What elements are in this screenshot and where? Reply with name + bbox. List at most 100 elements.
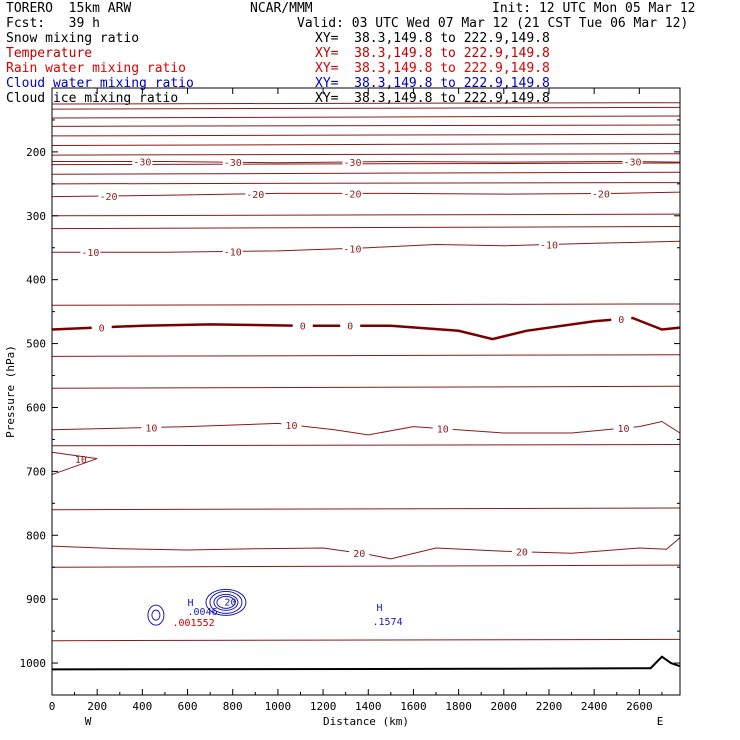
- cloud-water-contour: [205, 588, 247, 616]
- isotherm-label: 0: [618, 315, 624, 326]
- background-contour-line: [51, 133, 681, 137]
- background-contour-line: [51, 226, 681, 230]
- legend-field-name: Cloud water mixing ratio: [6, 76, 194, 91]
- x-axis-title: Distance (km): [323, 715, 409, 728]
- legend-field-xy: XY= 38.3,149.8 to 222.9,149.8: [315, 91, 550, 106]
- y-tick-label: 700: [26, 465, 46, 478]
- isotherm-label-bg: [538, 239, 559, 250]
- isotherm-label-bg: [98, 190, 119, 201]
- isotherm-label: -10: [343, 244, 361, 255]
- x-tick-label: 1200: [310, 700, 337, 713]
- isotherm-label-bg: [281, 419, 302, 430]
- x-tick-label: 0: [49, 700, 56, 713]
- isotherm-label: -30: [343, 158, 361, 169]
- background-contour-line: [51, 213, 681, 217]
- y-tick-label: 500: [26, 338, 46, 351]
- isotherm-label-bg: [342, 188, 363, 199]
- isotherm-label: 10: [145, 423, 157, 434]
- center-label: NCAR/MMM: [250, 1, 313, 16]
- isotherm-label: -10: [540, 241, 558, 252]
- cloud-water-max-value: .1574: [372, 617, 402, 628]
- cloud-water-contour: [151, 609, 161, 621]
- isotherm-label: -20: [99, 192, 117, 203]
- isotherm-label: 0: [300, 322, 306, 333]
- forecast-hour: Fcst: 39 h: [6, 16, 100, 31]
- x-tick-label: 1400: [355, 700, 382, 713]
- isotherm-label-bg: [245, 188, 266, 199]
- cloud-water-contour: [209, 590, 243, 614]
- x-tick-label: 1600: [400, 700, 427, 713]
- background-contour-line: [51, 182, 681, 185]
- y-tick-label: 400: [26, 274, 46, 287]
- cloud-water-max-marker: H: [188, 598, 194, 609]
- isotherm-label: -20: [246, 190, 264, 201]
- isotherm-label-bg: [292, 320, 313, 331]
- legend-field-xy: XY= 38.3,149.8 to 222.9,149.8: [315, 76, 550, 91]
- background-contour-line: [51, 354, 681, 357]
- background-contour-line: [51, 385, 681, 389]
- isotherm-label-bg: [80, 247, 101, 258]
- isotherm-label-bg: [432, 423, 453, 434]
- x-tick-label: 600: [178, 700, 198, 713]
- background-contour-line: [51, 162, 681, 166]
- model-label: TORERO 15km ARW: [6, 1, 132, 16]
- background-contour-line: [51, 171, 681, 175]
- isotherm-line: [51, 537, 681, 560]
- isotherm-line: [52, 240, 681, 253]
- isotherm-label: 20: [353, 549, 365, 560]
- east-direction-label: E: [657, 715, 664, 728]
- background-contour-line: [51, 507, 681, 511]
- background-contour-line: [51, 102, 681, 105]
- isotherm-label: -30: [224, 158, 242, 169]
- valid-label: Valid: 03 UTC Wed 07 Mar 12 (21 CST Tue …: [297, 16, 689, 31]
- background-contour-line: [51, 142, 681, 147]
- isotherm-label: 20: [516, 548, 528, 559]
- cloud-water-contour: [213, 593, 239, 611]
- legend-field-name: Rain water mixing ratio: [6, 61, 187, 76]
- isotherm-label-bg: [222, 157, 243, 168]
- x-tick-label: 2600: [626, 700, 653, 713]
- isotherm-label-bg: [590, 188, 611, 199]
- cloud-water-max-marker: H: [377, 603, 383, 614]
- background-contour-line: [51, 153, 681, 156]
- legend-field-xy: XY= 38.3,149.8 to 222.9,149.8: [315, 61, 550, 76]
- x-tick-label: 1800: [445, 700, 472, 713]
- legend-field-xy: XY= 38.3,149.8 to 222.9,149.8: [315, 46, 550, 61]
- isotherm-label-bg: [342, 156, 363, 167]
- background-contour-line: [51, 124, 681, 127]
- isotherm-line: [51, 420, 681, 436]
- isotherm-label-bg: [91, 322, 112, 333]
- isotherm-label: 10: [618, 424, 630, 435]
- isotherm-label: 10: [75, 455, 87, 466]
- isotherm-line: [51, 451, 98, 476]
- isotherm-line: [52, 160, 681, 164]
- isotherm-label-bg: [342, 243, 363, 254]
- isotherm-label: 10: [285, 421, 297, 432]
- isotherm-label-bg: [222, 246, 243, 257]
- background-contour-line: [51, 444, 681, 447]
- cloud-water-max-value: .0046: [188, 607, 218, 618]
- cloud-water-contour: [147, 604, 165, 626]
- x-tick-label: 400: [132, 700, 152, 713]
- cloud-water-contour-label: 20: [224, 598, 236, 609]
- background-contour-line: [51, 638, 681, 642]
- isotherm-label: -20: [592, 190, 610, 201]
- isotherm-label-bg: [611, 313, 632, 324]
- y-tick-label: 1000: [20, 657, 47, 670]
- legend-field-name: Cloud ice mixing ratio: [6, 91, 179, 106]
- x-tick-label: 800: [223, 700, 243, 713]
- background-contour-line: [51, 564, 681, 568]
- background-contour-line: [51, 106, 681, 110]
- isotherm-label: 0: [99, 323, 105, 334]
- isotherm-label-bg: [340, 320, 361, 331]
- isotherm-label-bg: [511, 546, 532, 557]
- terrain-line: [51, 655, 681, 671]
- isotherm-label-bg: [132, 156, 153, 167]
- isotherm-line: [51, 316, 681, 341]
- plot-frame: [51, 87, 681, 696]
- background-contour-line: [51, 303, 681, 306]
- x-tick-label: 2400: [581, 700, 608, 713]
- isotherm-label: -30: [624, 158, 642, 169]
- isotherm-label-bg: [349, 548, 370, 559]
